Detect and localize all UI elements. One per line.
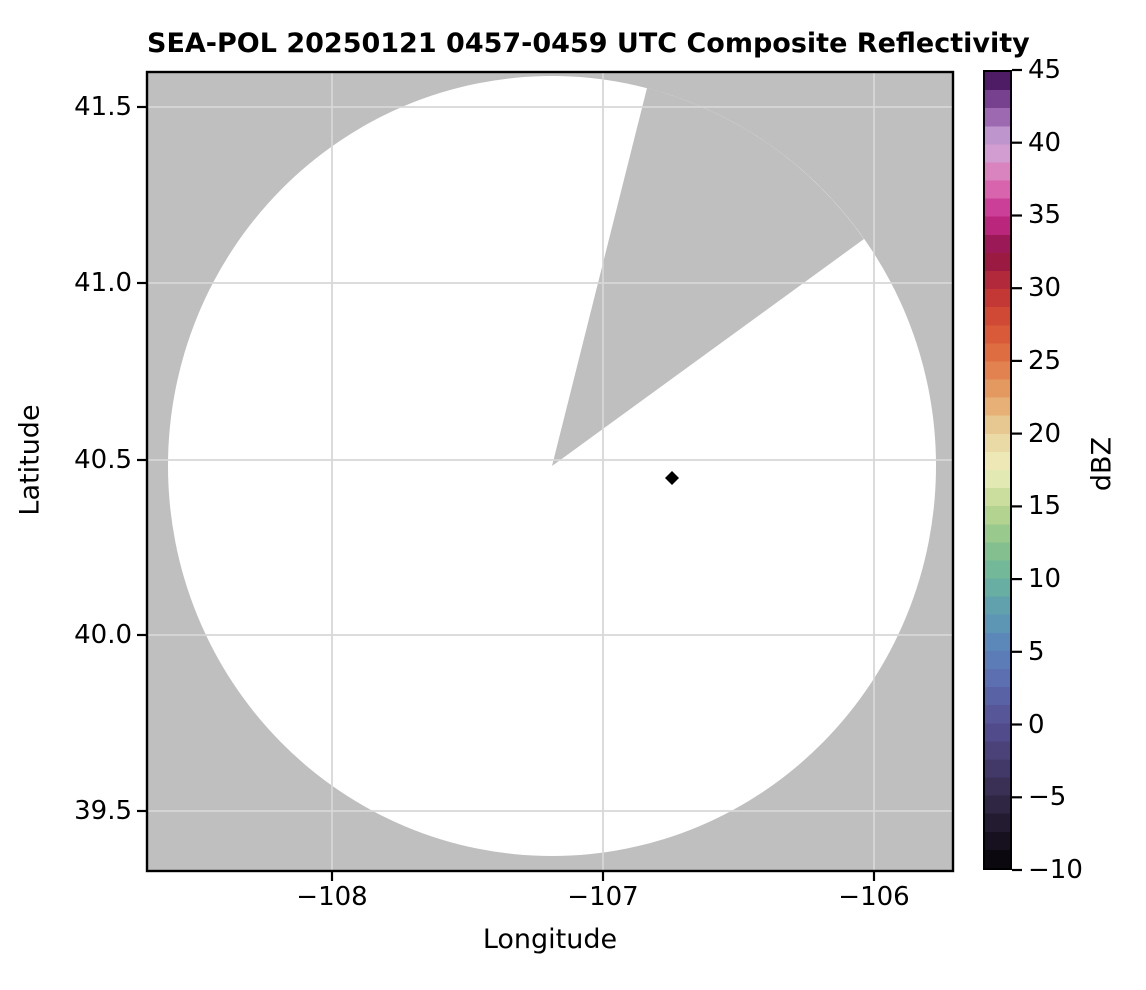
- cb-tick-10: 10: [1028, 564, 1062, 594]
- x-tick--107: −107: [567, 882, 639, 912]
- y-tick-39.5: 39.5: [74, 796, 132, 826]
- y-tick-40.5: 40.5: [74, 445, 132, 475]
- x-tick--108: −108: [296, 882, 368, 912]
- x-axis-tick-marks: [330, 872, 876, 881]
- cb-tick-0: 0: [1028, 710, 1045, 740]
- plot-border: [145, 70, 955, 873]
- y-tick-41.5: 41.5: [74, 92, 132, 122]
- station-diamond-marker: [665, 471, 679, 485]
- cb-tick--10: −10: [1028, 855, 1083, 885]
- cb-tick-35: 35: [1028, 200, 1062, 230]
- blocked-sector-wedge: [552, 88, 864, 466]
- cb-tick-5: 5: [1028, 637, 1045, 667]
- cb-tick-30: 30: [1028, 273, 1062, 303]
- y-tick-40.0: 40.0: [74, 620, 132, 650]
- x-axis-label: Longitude: [482, 924, 618, 955]
- x-tick--106: −106: [838, 882, 910, 912]
- y-axis-tick-marks: [137, 105, 146, 813]
- cb-tick-40: 40: [1028, 128, 1062, 158]
- colorbar-tick-marks: [1012, 68, 1022, 872]
- cb-tick-45: 45: [1028, 55, 1062, 85]
- colorbar: [983, 70, 1012, 870]
- plot-title: SEA-POL 20250121 0457-0459 UTC Composite…: [147, 28, 1030, 59]
- cb-tick-25: 25: [1028, 346, 1062, 376]
- y-tick-41.0: 41.0: [74, 268, 132, 298]
- cb-tick-15: 15: [1028, 491, 1062, 521]
- cb-tick-20: 20: [1028, 419, 1062, 449]
- cb-tick--5: −5: [1028, 782, 1067, 812]
- gridlines: [147, 72, 953, 871]
